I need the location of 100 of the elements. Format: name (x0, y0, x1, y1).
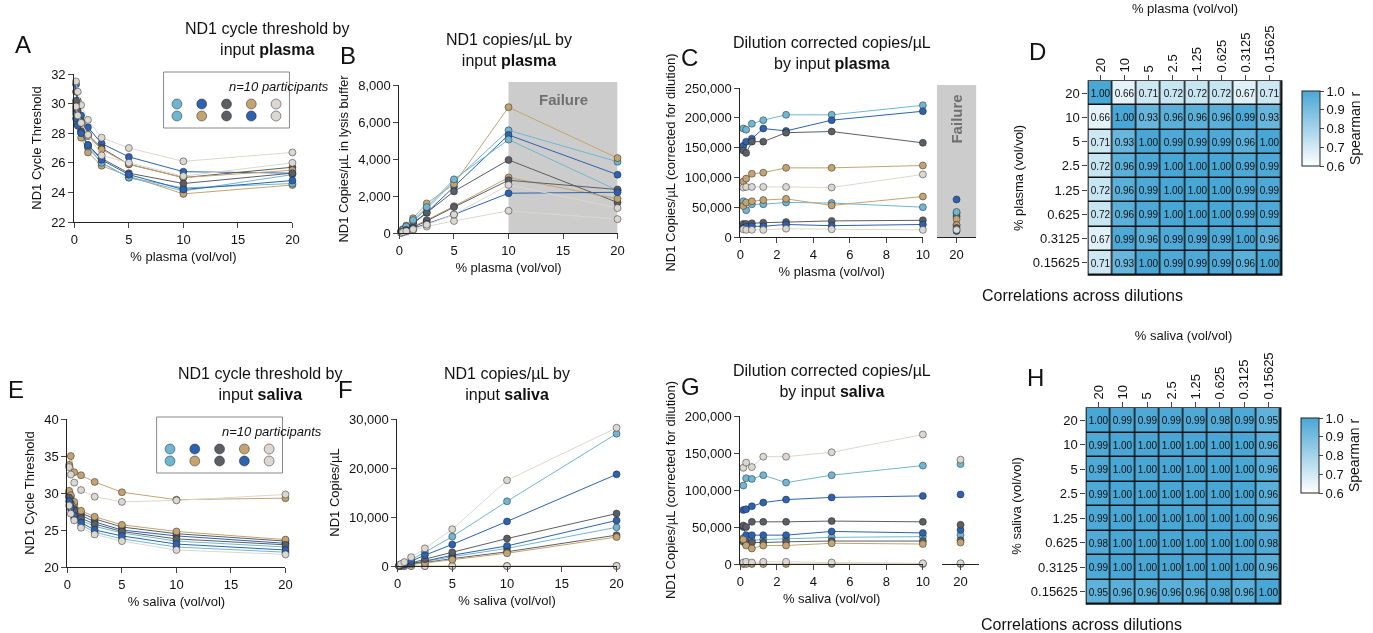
color-bar-label: 1.0 (1325, 410, 1344, 426)
x-tick-label: 15 (223, 576, 239, 592)
data-label: 1.00 (1211, 208, 1232, 220)
data-label: 0.98 (1088, 537, 1109, 549)
x-tick-label: 2 (773, 246, 781, 262)
data-label: 0.96 (1259, 233, 1280, 245)
data-label: 0.71 (1259, 87, 1280, 99)
x-tick-label: 10 (915, 573, 931, 589)
color-bar-label: 0.7 (1326, 139, 1345, 155)
x-tick-label: 6 (846, 573, 854, 589)
data-label: 1.00 (1112, 512, 1133, 524)
data-label: 0.96 (1235, 136, 1256, 148)
data-label: 1.00 (1161, 512, 1182, 524)
x-tick-label: 20 (278, 576, 293, 592)
y-tick-label: 10 (1065, 109, 1080, 125)
y-tick-label: 5 (1072, 134, 1080, 150)
x-tick-label: 1.25 (1189, 47, 1205, 73)
data-label: 0.96 (1185, 586, 1206, 598)
chart-title: Dilution corrected copies/µL by input saliva (733, 362, 931, 400)
data-label: 1.00 (1114, 111, 1135, 123)
data-label: 1.00 (1210, 537, 1231, 549)
text: A (15, 31, 32, 58)
data-label: 1.00 (1185, 439, 1206, 451)
y-axis-title: ND1 Copies/µL (corrected for dilution) (662, 381, 678, 599)
data-label: 1.00 (1210, 439, 1231, 451)
data-label: 1.00 (1185, 537, 1206, 549)
data-label: 1.00 (1211, 160, 1232, 172)
y-tick-label: 200,000 (684, 110, 732, 126)
y-tick-label: 30,000 (348, 411, 389, 427)
data-label: 0.96 (1137, 586, 1158, 598)
x-axis-title: % saliva (vol/vol) (1134, 328, 1233, 344)
band-label: Failure (947, 94, 965, 144)
y-tick-label: 5 (1070, 461, 1078, 477)
y-tick-label: 250,000 (684, 80, 732, 96)
data-label: 1.00 (1161, 561, 1182, 573)
x-tick-label: 2.5 (1163, 381, 1179, 400)
x-tick-label: 15 (555, 242, 571, 258)
data-label: 0.72 (1090, 160, 1111, 172)
data-label: 1.00 (1112, 463, 1133, 475)
y-tick-label: 0.625 (1045, 535, 1078, 551)
data-label: 0.99 (1211, 257, 1232, 269)
color-bar-label: 0.9 (1325, 429, 1344, 445)
data-label: 0.99 (1235, 111, 1256, 123)
x-tick-label: 4 (809, 573, 818, 589)
x-tick-label: 5 (450, 242, 458, 258)
x-tick-label: 0.625 (1212, 366, 1228, 400)
data-label: 1.00 (1187, 160, 1208, 172)
data-label: 1.00 (1137, 561, 1158, 573)
y-axis-title: % plasma (vol/vol) (1010, 124, 1026, 232)
data-label: 0.99 (1163, 257, 1184, 269)
data-label: 1.00 (1161, 463, 1182, 475)
data-label: 0.96 (1114, 184, 1135, 196)
text: H (1027, 364, 1045, 391)
y-tick-label: 2,000 (358, 188, 391, 204)
data-label: 0.95 (1088, 586, 1109, 598)
data-label: 1.00 (1161, 488, 1182, 500)
x-tick-label: 15 (230, 231, 246, 247)
data-label: 1.00 (1163, 160, 1184, 172)
y-axis-title: ND1 Copies/µL (326, 448, 342, 537)
x-tick-label: 5 (118, 576, 126, 592)
y-tick-label: 50,000 (691, 519, 732, 535)
x-tick-label: 0 (70, 231, 78, 247)
y-tick-label: 8,000 (358, 77, 391, 93)
y-axis-title: ND1 Copies/µL (corrected for dilution) (662, 53, 678, 272)
y-tick-label: 32 (51, 66, 66, 82)
data-label: 1.00 (1185, 463, 1206, 475)
data-label: 0.93 (1114, 257, 1135, 269)
y-tick-label: 100,000 (684, 169, 732, 185)
data-label: 0.93 (1259, 111, 1280, 123)
x-tick-label: 20 (285, 231, 300, 247)
y-tick-label: 30 (51, 96, 66, 112)
data-label: 0.98 (1210, 414, 1231, 426)
x-axis-title: % saliva (vol/vol) (782, 591, 881, 607)
y-tick-label: 100,000 (684, 482, 732, 498)
data-label: 1.00 (1235, 233, 1256, 245)
color-bar-label: 0.8 (1325, 448, 1344, 464)
x-tick-label: 0 (736, 246, 745, 262)
data-label: 1.00 (1187, 184, 1208, 196)
data-label: 1.00 (1112, 488, 1133, 500)
data-label: 0.99 (1211, 233, 1232, 245)
data-label: 1.00 (1163, 208, 1184, 220)
x-tick-label: 5 (1141, 65, 1157, 73)
color-bar-label: 0.6 (1326, 158, 1345, 174)
data-label: 0.99 (1088, 463, 1109, 475)
color-bar-label: 1.0 (1326, 83, 1345, 99)
x-tick-label: 0.3125 (1237, 32, 1253, 73)
x-tick-label: 15 (554, 575, 570, 591)
y-tick-label: 28 (51, 125, 66, 141)
x-tick-label: 0 (736, 573, 745, 589)
y-tick-label: 30 (44, 485, 59, 501)
x-tick-label: 8 (882, 573, 890, 589)
x-tick-label: 10 (501, 242, 516, 258)
data-label: 0.99 (1088, 512, 1109, 524)
data-label: 0.67 (1090, 233, 1111, 245)
y-tick-label: 6,000 (358, 114, 391, 130)
data-label: 1.00 (1185, 488, 1206, 500)
x-tick-label: 0.3125 (1236, 359, 1252, 400)
data-label: 0.99 (1187, 233, 1208, 245)
data-label: 1.00 (1259, 257, 1280, 269)
y-tick-label: 0.625 (1047, 206, 1080, 222)
